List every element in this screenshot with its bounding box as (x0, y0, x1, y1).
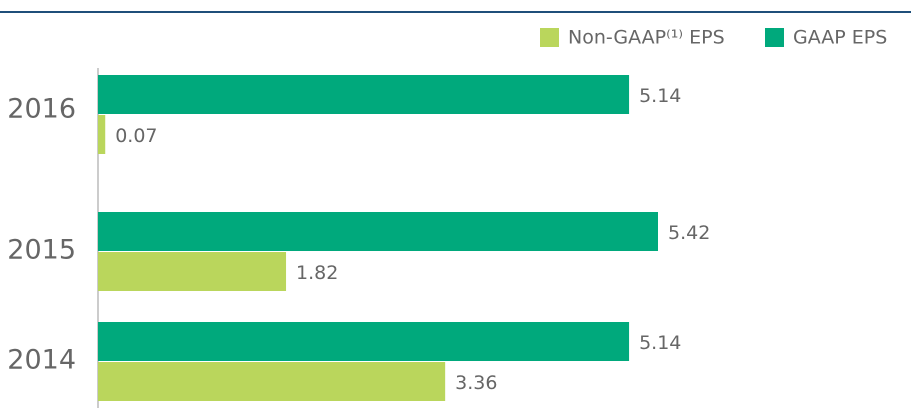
legend-swatch (540, 28, 559, 47)
legend-swatch (765, 28, 784, 47)
value-label: 0.07 (115, 125, 157, 147)
value-label: 5.14 (639, 85, 681, 107)
value-label: 5.14 (639, 332, 681, 354)
legend-label: GAAP EPS (793, 27, 887, 49)
y-tick-label: 2014 (7, 345, 76, 376)
bar (98, 362, 446, 401)
bar (98, 75, 630, 114)
bar (98, 252, 287, 291)
y-tick-label: 2015 (7, 235, 76, 266)
legend-label: Non-GAAP⁽¹⁾ EPS (568, 27, 725, 49)
value-label: 1.82 (296, 262, 338, 284)
y-tick-label: 2016 (7, 94, 76, 125)
bar (98, 322, 630, 361)
bar (98, 212, 658, 251)
value-label: 5.42 (668, 222, 710, 244)
value-label: 3.36 (455, 372, 497, 394)
bar (98, 115, 106, 154)
